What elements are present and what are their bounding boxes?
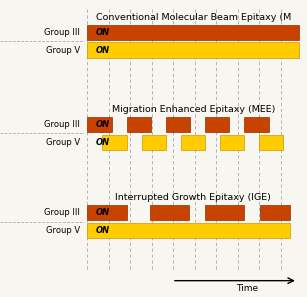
Text: Group V: Group V (46, 226, 83, 235)
Text: Group III: Group III (45, 208, 83, 217)
Text: Interrupted Growth Epitaxy (IGE): Interrupted Growth Epitaxy (IGE) (115, 193, 271, 202)
Bar (87, 117, 112, 132)
Text: ON: ON (96, 120, 110, 129)
Text: Group V: Group V (46, 46, 83, 55)
Bar (181, 135, 205, 150)
Bar (142, 135, 166, 150)
Text: ON: ON (96, 46, 110, 55)
Bar (205, 205, 244, 220)
Text: Conventional Molecular Beam Epitaxy (M: Conventional Molecular Beam Epitaxy (M (96, 13, 291, 22)
Bar (150, 205, 189, 220)
Text: Group V: Group V (46, 138, 83, 147)
Bar (205, 117, 229, 132)
Bar (102, 135, 127, 150)
Bar (244, 117, 269, 132)
Text: Time: Time (236, 284, 258, 293)
Text: ON: ON (96, 28, 110, 37)
Bar (87, 25, 299, 40)
Text: ON: ON (96, 226, 110, 235)
Bar (87, 205, 127, 220)
Bar (220, 135, 244, 150)
Bar (259, 135, 283, 150)
Text: Migration Enhanced Epitaxy (MEE): Migration Enhanced Epitaxy (MEE) (112, 105, 275, 114)
Bar (87, 223, 290, 238)
Text: Group III: Group III (45, 120, 83, 129)
Text: Group III: Group III (45, 28, 83, 37)
Text: ON: ON (96, 208, 110, 217)
Bar (260, 205, 290, 220)
Bar (127, 117, 151, 132)
Bar (166, 117, 190, 132)
Bar (87, 42, 299, 58)
Text: ON: ON (96, 138, 110, 147)
